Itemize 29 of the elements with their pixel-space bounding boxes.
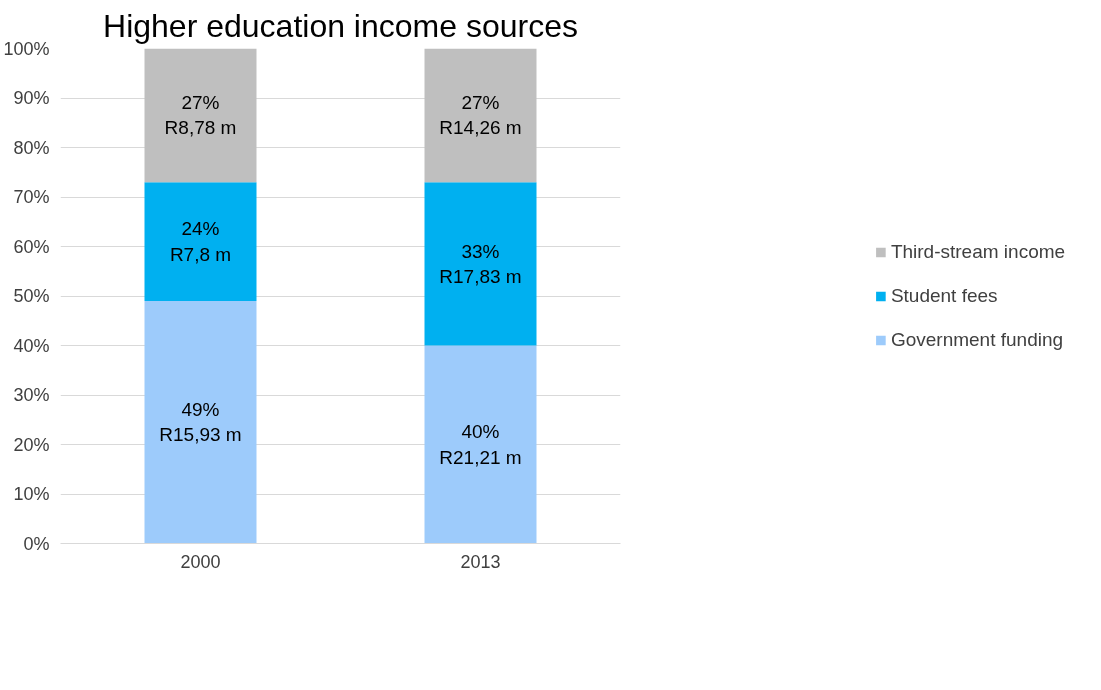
y-tick-label: 100% (3, 38, 50, 59)
x-tick-label: 2013 (460, 551, 501, 572)
legend-label: Student fees (890, 284, 998, 307)
chart-title: Higher education income sources (103, 7, 578, 44)
y-tick-label: 70% (13, 187, 50, 207)
y-tick-label: 0% (23, 533, 50, 554)
data-label: 24% R7,8 m (169, 218, 232, 265)
data-label: 49% R15,93 m (159, 399, 242, 446)
bar (144, 300, 257, 544)
data-label: 27% R14,26 m (439, 92, 522, 139)
y-tick-label: 40% (13, 335, 50, 356)
y-tick-label: 50% (13, 286, 50, 306)
legend-label: Third-stream income (890, 240, 1066, 263)
bar (424, 48, 537, 183)
bar (144, 182, 257, 301)
y-tick-label: 30% (13, 385, 50, 405)
legend-label: Government funding (890, 328, 1064, 351)
y-tick-label: 20% (13, 434, 50, 455)
y-tick-label: 80% (13, 137, 50, 158)
bar (144, 48, 257, 183)
data-label: 27% R8,78 m (164, 92, 237, 139)
data-label: 33% R17,83 m (439, 240, 522, 287)
x-tick-label: 2000 (180, 551, 221, 572)
data-label: 40% R21,21 m (439, 421, 522, 468)
y-tick-label: 90% (13, 88, 50, 108)
bar (424, 345, 537, 544)
bar (424, 182, 537, 346)
y-tick-label: 10% (13, 484, 50, 504)
y-tick-label: 60% (13, 236, 50, 257)
